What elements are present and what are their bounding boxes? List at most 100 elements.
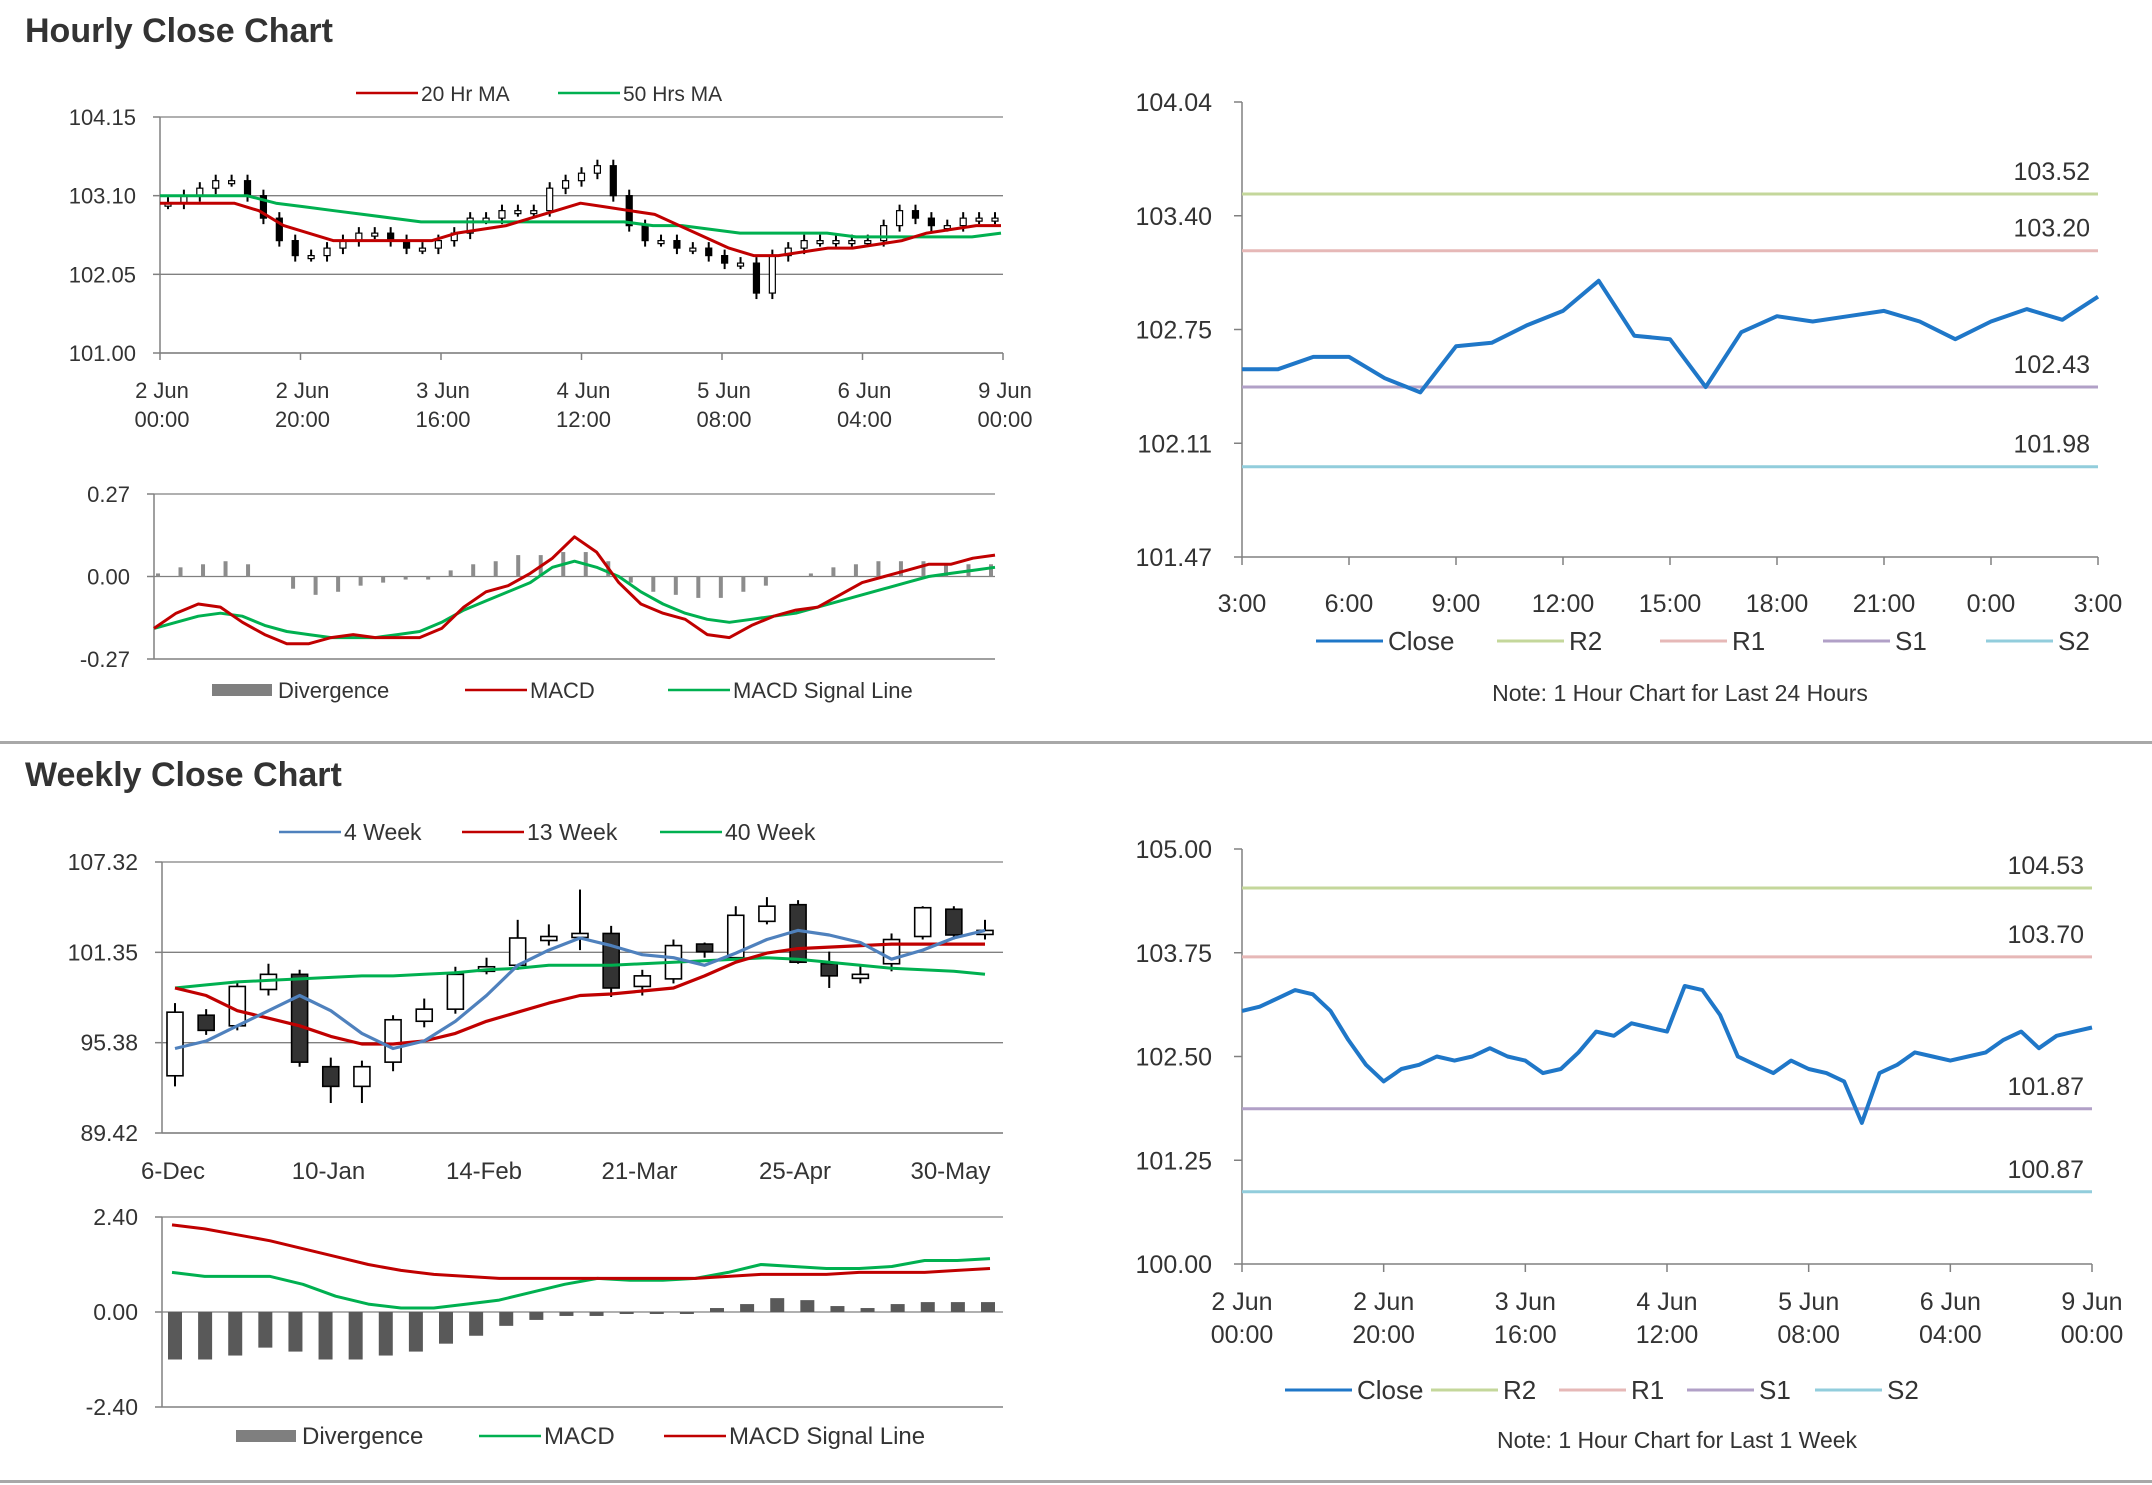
hourly-24h-legend-label: S1: [1895, 626, 1927, 656]
hourly-macd-divergence-bar: [516, 555, 521, 577]
hourly-candle-body: [212, 180, 220, 189]
hourly-macd-divergence-bar: [178, 567, 183, 577]
weekly-candle-body: [166, 1011, 184, 1077]
weekly-ma40-line: [174, 956, 986, 990]
weekly-1w-y-tick-label: 100.00: [1136, 1251, 1212, 1279]
hourly-candle-body: [275, 217, 283, 242]
hourly-price-x-tick-label: 00:00: [977, 407, 1032, 432]
weekly-price-y-tick-label: 95.38: [80, 1030, 138, 1056]
weekly-1w-x-tick-label: 00:00: [2061, 1321, 2124, 1349]
section-divider: [0, 741, 2152, 744]
hourly-price-x-tick-label: 2 Jun: [276, 378, 330, 403]
hourly-macd-divergence-bar: [448, 570, 453, 577]
hourly-price-legend-ma50-label: 50 Hrs MA: [623, 83, 722, 106]
hourly-candle-body: [530, 210, 538, 215]
weekly-price-legend-13w-label: 13 Week: [527, 819, 618, 845]
weekly-candle-body: [540, 935, 558, 942]
hourly-24h-legend-label: R2: [1569, 626, 1602, 656]
hourly-24h-legend-label: Close: [1388, 626, 1454, 656]
hourly-price-x-tick-label: 08:00: [696, 407, 751, 432]
weekly-1w-level-label-s2: 100.87: [2008, 1156, 2084, 1184]
hourly-candle-body: [721, 255, 729, 264]
hourly-price-y-tick-label: 102.05: [69, 262, 136, 287]
hourly-macd-divergence-bar: [381, 576, 386, 583]
hourly-candle-body: [514, 210, 522, 215]
weekly-macd-divergence-bar: [378, 1312, 393, 1356]
hourly-macd-divergence-bar: [471, 564, 476, 577]
hourly-candle-body: [243, 180, 252, 197]
weekly-1w-x-tick-label: 5 Jun: [1778, 1288, 1839, 1316]
weekly-candle-body: [602, 932, 620, 989]
hourly-candle-body: [259, 195, 268, 219]
hourly-price-x-tick-label: 3 Jun: [416, 378, 470, 403]
hourly-macd-divergence-bar: [313, 576, 318, 595]
weekly-macd-divergence-bar: [408, 1312, 423, 1352]
hourly-candle-body: [371, 232, 379, 237]
hourly-macd-divergence-bar: [763, 576, 768, 586]
weekly-price-x-tick-label: 6-Dec: [141, 1158, 205, 1185]
weekly-macd-divergence-bar: [228, 1312, 243, 1356]
hourly-macd-signal-line: [153, 559, 996, 640]
hourly-candle-body: [673, 240, 681, 249]
hourly-candle-body: [736, 262, 745, 267]
hourly-macd-divergence-bar: [876, 561, 881, 577]
hourly-24h-y-tick-label: 102.11: [1137, 430, 1212, 458]
hourly-candle-body: [593, 165, 602, 174]
section-divider: [0, 1480, 2152, 1483]
weekly-1w-legend-label: R2: [1503, 1375, 1536, 1405]
hourly-candle-body: [768, 255, 776, 294]
weekly-price-y-tick-label: 101.35: [68, 939, 138, 965]
hourly-price-x-tick-label: 04:00: [837, 407, 892, 432]
hourly-24h-legend-label: R1: [1732, 626, 1765, 656]
hourly-macd-divergence-bar: [831, 567, 836, 577]
weekly-macd-y-tick-label: 0.00: [93, 1299, 138, 1325]
weekly-candle-body: [851, 973, 870, 980]
weekly-price-y-tick-label: 107.32: [68, 849, 138, 875]
hourly-candle-body: [705, 247, 713, 257]
hourly-candle-body: [418, 247, 427, 252]
weekly-macd-divergence-bar: [830, 1306, 845, 1312]
weekly-candle-body: [197, 1014, 215, 1032]
weekly-macd-divergence-bar: [589, 1312, 604, 1316]
weekly-1w-x-tick-label: 00:00: [1211, 1321, 1274, 1349]
weekly-1w-x-tick-label: 04:00: [1919, 1321, 1982, 1349]
hourly-24h-level-label-s2: 101.98: [2014, 431, 2090, 459]
weekly-candle-body: [353, 1065, 371, 1088]
weekly-macd-divergence-bar: [920, 1302, 935, 1312]
hourly-price-y-tick-label: 103.10: [69, 184, 136, 209]
hourly-candle-body: [991, 217, 999, 222]
hourly-candle-body: [291, 240, 299, 257]
weekly-macd-divergence-bar: [800, 1300, 815, 1312]
weekly-1w-x-tick-label: 2 Jun: [1211, 1288, 1272, 1316]
hourly-macd-divergence-bar: [718, 576, 723, 598]
weekly-1w-x-tick-label: 4 Jun: [1636, 1288, 1697, 1316]
weekly-candle-body: [384, 1018, 402, 1063]
weekly-macd-divergence-bar: [890, 1304, 905, 1312]
weekly-price-legend-4w-label: 4 Week: [344, 819, 422, 845]
hourly-price-y-tick-label: 101.00: [69, 341, 136, 366]
hourly-price-legend-ma20-label: 20 Hr MA: [421, 83, 510, 106]
weekly-candle-body: [290, 973, 309, 1063]
hourly-macd-divergence-bar: [156, 573, 160, 577]
hourly-macd-legend-divergence-swatch: [212, 684, 272, 696]
hourly-candle-body: [848, 240, 856, 245]
hourly-macd-divergence-bar: [246, 564, 251, 577]
hourly-candle-body: [434, 240, 442, 249]
weekly-1w-x-tick-label: 9 Jun: [2061, 1288, 2122, 1316]
hourly-24h-x-tick-label: 18:00: [1746, 590, 1809, 618]
hourly-candle-body: [911, 210, 920, 219]
hourly-candle-body: [577, 172, 586, 182]
weekly-1w-legend-label: S1: [1759, 1375, 1791, 1405]
hourly-24h-y-tick-label: 104.04: [1136, 89, 1213, 117]
hourly-price-x-tick-label: 6 Jun: [838, 378, 892, 403]
weekly-price-x-tick-label: 25-Apr: [759, 1158, 831, 1185]
hourly-price-x-tick-label: 9 Jun: [978, 378, 1032, 403]
hourly-macd-divergence-bar: [336, 576, 341, 592]
weekly-1w-x-tick-label: 6 Jun: [1920, 1288, 1981, 1316]
weekly-macd-legend-macd-label: MACD: [544, 1423, 615, 1450]
weekly-macd-divergence-bar: [348, 1312, 363, 1360]
hourly-macd-line: [153, 535, 996, 646]
hourly-24h-level-label-r2: 103.52: [2014, 158, 2090, 186]
weekly-macd-divergence-bar: [770, 1298, 785, 1312]
hourly-candle-body: [498, 210, 506, 219]
